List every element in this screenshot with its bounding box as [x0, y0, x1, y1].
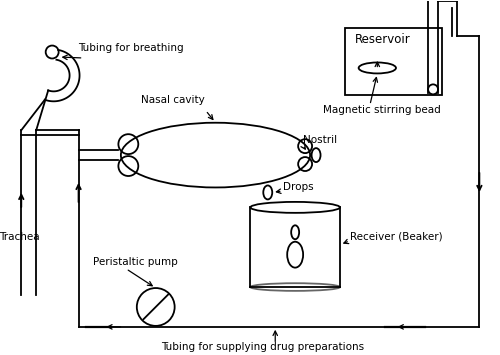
Text: Nasal cavity: Nasal cavity: [141, 95, 204, 105]
Text: Tubing for breathing: Tubing for breathing: [78, 43, 184, 53]
Text: Magnetic stirring bead: Magnetic stirring bead: [322, 105, 440, 115]
Text: Receiver (Beaker): Receiver (Beaker): [350, 232, 442, 242]
Text: Nostril: Nostril: [302, 135, 336, 144]
Text: Drops: Drops: [282, 182, 314, 192]
Text: Reservoir: Reservoir: [355, 33, 410, 46]
Bar: [345, 28, 442, 95]
Text: Tubing for supplying drug preparations: Tubing for supplying drug preparations: [160, 342, 364, 352]
Text: Peristaltic pump: Peristaltic pump: [94, 257, 178, 267]
Text: Trachea: Trachea: [0, 232, 40, 242]
